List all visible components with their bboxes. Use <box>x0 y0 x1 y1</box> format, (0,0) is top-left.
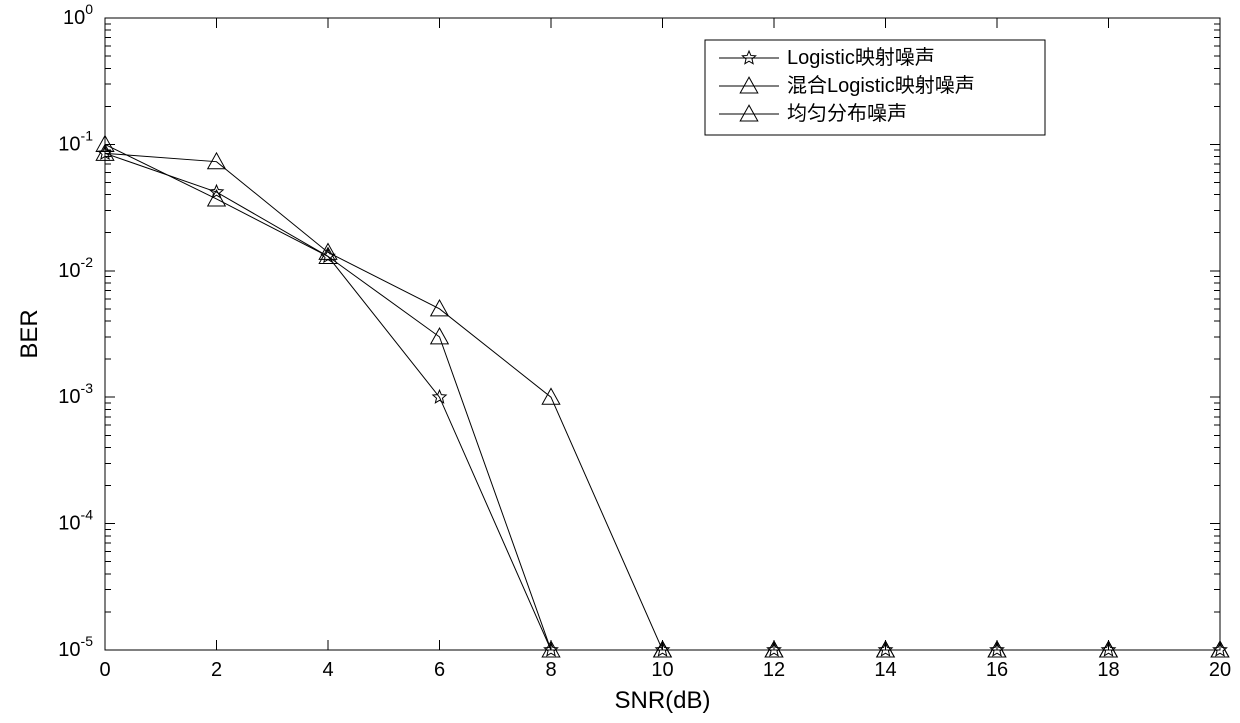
x-axis-label: SNR(dB) <box>614 687 710 714</box>
chart-container: 0 2 4 6 8 10 12 14 16 18 20 10-5 10-4 10-3 10-2 10-1 100… <box>0 0 1240 723</box>
y-axis-label: BER <box>16 309 43 358</box>
x-tick-label: 10 <box>651 659 673 681</box>
x-tick-label: 14 <box>874 659 896 681</box>
y-tick-label: 10-2 <box>58 254 93 282</box>
y-tick-label: 10-1 <box>58 127 93 155</box>
legend: Logistic映射噪声混合Logistic映射噪声均匀分布噪声 <box>705 40 1045 135</box>
x-tick-label: 6 <box>434 659 445 681</box>
x-tick-label: 0 <box>99 659 110 681</box>
legend-label-uniform: 均匀分布噪声 <box>787 102 907 125</box>
x-tick-label: 20 <box>1209 659 1231 681</box>
ber-vs-snr-chart: 0 2 4 6 8 10 12 14 16 18 20 10-5 10-4 10-3 10-2 10-1 100… <box>0 0 1240 723</box>
y-tick-label: 10-5 <box>58 633 93 661</box>
y-tick-label: 10-3 <box>58 380 93 408</box>
x-tick-label: 4 <box>322 659 333 681</box>
x-tick-label: 12 <box>763 659 785 681</box>
series-logistic <box>98 146 1226 655</box>
x-tick-label: 2 <box>211 659 222 681</box>
legend-label-logistic: Logistic映射噪声 <box>787 46 935 69</box>
legend-label-mixed: 混合Logistic映射噪声 <box>787 74 975 97</box>
series-mixed <box>96 136 1229 657</box>
x-tick-label: 18 <box>1097 659 1119 681</box>
x-tick-label: 8 <box>545 659 556 681</box>
y-tick-label: 10-4 <box>58 507 93 535</box>
x-tick-label: 16 <box>986 659 1008 681</box>
y-tick-label: 100 <box>63 1 93 29</box>
series-uniform <box>96 145 1229 658</box>
